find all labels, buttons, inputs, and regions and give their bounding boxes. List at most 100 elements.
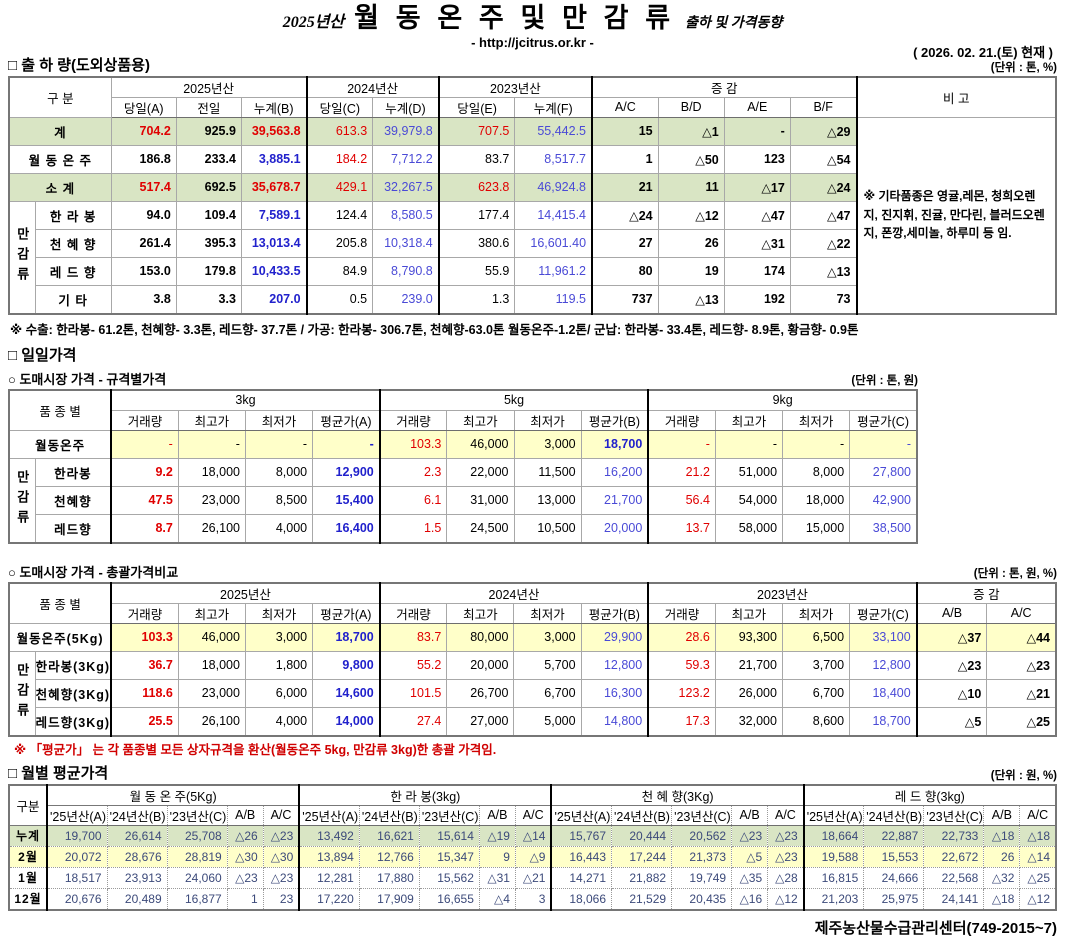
table-cell: 26,614 <box>106 824 168 847</box>
table-cell: △30 <box>226 845 264 868</box>
table-cell: 109.4 <box>175 200 242 230</box>
table-cell: △21 <box>986 678 1057 708</box>
column-header: 구 분 <box>8 76 112 118</box>
table-cell: - <box>714 429 784 459</box>
table-cell: 8,500 <box>244 485 314 515</box>
table-cell: 21 <box>591 172 659 202</box>
table-cell: 18,664 <box>802 824 865 847</box>
column-header: '24년산(B) <box>106 804 168 826</box>
table-cell: 2.3 <box>378 457 448 487</box>
table-cell: △23 <box>731 824 769 847</box>
table-cell: 17,909 <box>358 887 420 911</box>
table-cell: 16,200 <box>580 457 649 487</box>
column-header: 최저가 <box>513 409 582 431</box>
table-cell: 9.2 <box>110 457 179 487</box>
table-cell: - <box>110 429 179 459</box>
table-cell: 20,000 <box>446 650 515 680</box>
table-cell: 46,000 <box>446 429 515 459</box>
table-cell: 17.3 <box>647 706 716 737</box>
table-cell: 692.5 <box>175 172 242 202</box>
column-header: A/C <box>767 804 805 826</box>
table-cell: 12,766 <box>358 845 420 868</box>
table-cell: 55.9 <box>437 256 516 286</box>
table-cell: △50 <box>657 144 725 174</box>
table-cell: △24 <box>591 200 659 230</box>
table-cell: △12 <box>657 200 725 230</box>
table-cell: 16,877 <box>166 887 228 911</box>
site-url[interactable]: - http://jcitrus.or.kr - <box>471 34 594 50</box>
column-header: 최고가 <box>714 409 784 431</box>
column-header: 누계(D) <box>372 96 440 118</box>
table-cell: △1 <box>657 116 725 146</box>
row-label: 12월 <box>8 887 48 911</box>
table-cell: 55,442.5 <box>514 116 593 146</box>
column-header: 최저가 <box>781 602 851 624</box>
table-cell: 1.5 <box>378 513 448 544</box>
column-header: 누계(F) <box>514 96 593 118</box>
table-row: 천혜향 47.5 23,000 8,500 15,400 6.1 31,000 13,000 2… <box>9 485 918 515</box>
table-cell: 35,678.7 <box>240 172 308 202</box>
table-cell: 153.0 <box>110 256 177 286</box>
spec-price-subheader: ○ 도매시장 가격 - 규격별가격 (단위 : 톤, 원) <box>8 369 918 388</box>
row-label: 한라봉 <box>34 457 112 487</box>
table-cell: 613.3 <box>305 116 374 146</box>
table-cell: △23 <box>226 866 264 889</box>
table-cell: 18,000 <box>177 650 246 680</box>
table-cell: 11,500 <box>513 457 582 487</box>
header-row: '25년산(A) '24년산(B) '23년산(C) A/B A/C '25년산(A) '2… <box>9 804 1057 826</box>
monthly-section-header: □ 월별 평균가격 (단위 : 원, %) <box>8 762 1057 783</box>
publisher-footer: 제주농산물수급관리센터(749-2015~7) <box>814 919 1057 937</box>
table-cell: △18 <box>1019 824 1057 847</box>
table-cell: 1.3 <box>437 284 516 315</box>
table-cell: 21,700 <box>580 485 649 515</box>
table-cell: 8,580.5 <box>372 200 440 230</box>
table-cell: 174 <box>723 256 791 286</box>
table-cell: △28 <box>767 866 805 889</box>
column-header: 3kg <box>110 389 381 411</box>
column-header: '24년산(B) <box>611 804 673 826</box>
table-cell: 26 <box>983 845 1021 868</box>
row-label: 기 타 <box>34 284 112 315</box>
table-cell: 14,800 <box>580 706 649 737</box>
column-header: '23년산(C) <box>166 804 228 826</box>
row-label: 천혜향(3Kg) <box>34 678 112 708</box>
column-header: 최고가 <box>177 409 246 431</box>
table-cell: - <box>312 429 381 459</box>
header-row: 거래량 최고가 최저가 평균가(A) 거래량 최고가 최저가 평균가(B) 거래량 최고가 최저가 평… <box>9 602 1057 624</box>
table-cell: 5,000 <box>513 706 582 737</box>
table-cell: 80 <box>591 256 659 286</box>
table-cell: 46,924.8 <box>514 172 593 202</box>
row-label: 천 혜 향 <box>34 228 112 258</box>
table-row: 만감류 한라봉(3Kg) 36.7 18,000 1,800 9,800 55.2 20,00… <box>8 650 1057 737</box>
table-cell: 18,700 <box>580 429 649 459</box>
table-cell: 5,700 <box>513 650 582 680</box>
table-cell: 239.0 <box>372 284 440 315</box>
table-cell: 18,000 <box>177 457 246 487</box>
table-cell: 47.5 <box>110 485 179 515</box>
table-cell: 31,000 <box>446 485 515 515</box>
table-row: 1월 18,517 23,913 24,060 △23 △23 12,281 17,880 15… <box>8 866 1057 889</box>
column-header: 평균가(B) <box>580 602 649 624</box>
header-row: 품 종 별 3kg 5kg 9kg <box>8 389 918 431</box>
table-cell: 20,072 <box>46 845 108 868</box>
table-cell: 24,666 <box>863 866 925 889</box>
table-cell: 233.4 <box>175 144 242 174</box>
table-cell: 6.1 <box>378 485 448 515</box>
table-cell: - <box>723 116 791 146</box>
column-header: 최고가 <box>446 409 515 431</box>
table-cell: 21,529 <box>611 887 673 911</box>
table-cell: 9 <box>478 845 516 868</box>
table-cell: 17,220 <box>298 887 360 911</box>
daily-price-section-header: □ 일일가격 <box>8 344 1057 365</box>
column-header: 평균가(A) <box>312 409 381 431</box>
monthly-unit-label: (단위 : 원, %) <box>990 769 1057 782</box>
table-cell: 56.4 <box>647 485 716 515</box>
column-header: 최고가 <box>714 602 783 624</box>
monthly-section-title: □ 월별 평균가격 <box>8 764 109 782</box>
table-cell: △35 <box>731 866 769 889</box>
table-cell: △5 <box>731 845 769 868</box>
table-cell: 24,060 <box>166 866 228 889</box>
table-cell: 429.1 <box>305 172 374 202</box>
